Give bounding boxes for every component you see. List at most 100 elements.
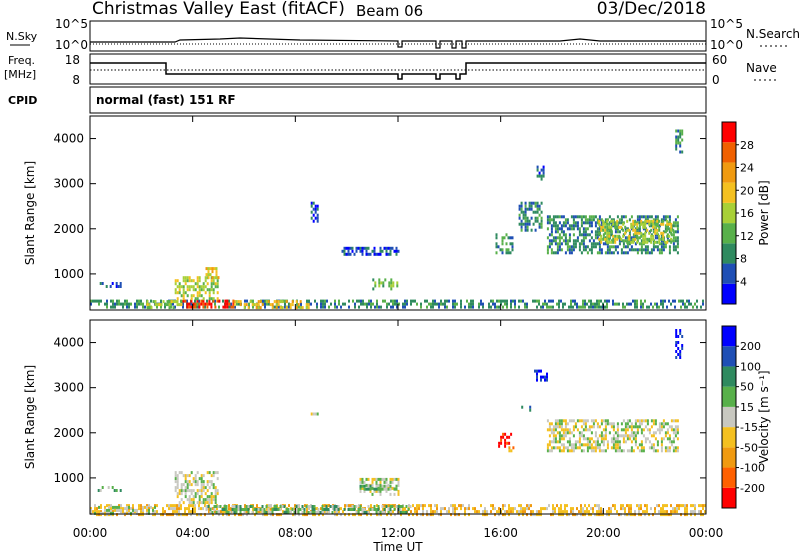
velocity-cell [399, 508, 402, 511]
velocity-cell [391, 505, 394, 508]
power-cell [600, 234, 603, 238]
power-cell [646, 305, 648, 309]
velocity-cell [353, 505, 356, 508]
velocity-cell [460, 504, 462, 508]
velocity-cell [186, 513, 188, 517]
power-cell [266, 302, 268, 306]
velocity-cell [610, 422, 613, 426]
power-cell [124, 302, 126, 306]
power-cell [700, 305, 702, 309]
velocity-cell [116, 505, 118, 509]
velocity-cell [650, 425, 653, 429]
power-cell [684, 305, 686, 309]
power-cell [552, 305, 554, 309]
colorbar-tick-label: -200 [740, 482, 765, 495]
power-cell [672, 228, 675, 232]
velocity-cell [303, 511, 306, 514]
velocity-cell [578, 440, 581, 444]
velocity-cell [263, 508, 266, 511]
velocity-cell [604, 428, 607, 432]
velocity-cell [394, 504, 396, 508]
power-cell [664, 215, 667, 219]
velocity-cell [307, 511, 310, 514]
velocity-cell [198, 513, 200, 517]
power-cell [376, 302, 378, 306]
velocity-cell [700, 510, 702, 514]
velocity-cell [576, 513, 578, 517]
velocity-cell [280, 513, 282, 517]
velocity-cell [600, 422, 603, 426]
power-cell [365, 246, 368, 250]
power-cell [524, 219, 527, 223]
velocity-cell [312, 412, 315, 416]
velocity-cell [672, 437, 675, 441]
velocity-cell [279, 505, 282, 508]
velocity-cell [340, 507, 342, 511]
velocity-cell [98, 513, 100, 517]
power-cell [507, 251, 510, 255]
velocity-cell [666, 446, 669, 450]
power-cell [372, 302, 374, 306]
power-cell [598, 215, 601, 219]
velocity-cell [301, 505, 304, 508]
power-cell [598, 222, 601, 226]
power-cell [646, 248, 649, 252]
power-cell [608, 299, 610, 303]
velocity-cell [624, 431, 627, 435]
velocity-cell [371, 483, 374, 487]
power-cell [224, 299, 227, 303]
velocity-cell [650, 443, 653, 447]
power-cell [594, 245, 597, 249]
power-cell [492, 302, 494, 306]
power-cell [614, 302, 616, 306]
velocity-cell [556, 431, 559, 435]
velocity-cell [646, 428, 649, 432]
power-cell [138, 302, 140, 306]
power-cell [192, 279, 195, 283]
power-region [182, 299, 235, 309]
velocity-cell [403, 511, 406, 514]
velocity-cell [668, 446, 671, 450]
power-cell [211, 276, 214, 280]
power-cell [626, 236, 629, 240]
velocity-cell [353, 508, 356, 511]
power-cell [312, 207, 315, 211]
velocity-cell [552, 510, 554, 514]
velocity-cell [414, 507, 416, 511]
power-cell [495, 236, 498, 240]
velocity-colorbar-frame [721, 325, 737, 509]
velocity-cell [273, 508, 276, 511]
power-cell [620, 225, 623, 229]
velocity-cell [115, 489, 118, 492]
velocity-cell [294, 513, 296, 517]
power-cell [252, 305, 254, 309]
velocity-cell [124, 507, 126, 511]
velocity-cell [624, 507, 626, 511]
power-cell [224, 305, 227, 309]
power-cell [542, 165, 545, 169]
velocity-cell [636, 446, 639, 450]
velocity-cell [702, 504, 704, 508]
velocity-cell [100, 511, 102, 515]
power-cell [680, 305, 682, 309]
velocity-cell [317, 508, 320, 511]
velocity-cell [664, 446, 667, 450]
velocity-cell [634, 425, 637, 429]
velocity-cell [604, 449, 607, 453]
power-cell [328, 305, 330, 309]
power-cell [560, 227, 563, 231]
velocity-cell [209, 508, 212, 511]
velocity-cell [650, 446, 653, 450]
power-cell [608, 251, 611, 255]
colorbar-tick-label: 12 [740, 230, 754, 243]
power-cell [538, 171, 541, 175]
velocity-cell [675, 329, 678, 332]
power-cell [586, 233, 589, 237]
power-cell [652, 305, 654, 309]
velocity-cell [510, 510, 512, 514]
velocity-cell [504, 504, 506, 508]
velocity-cell [116, 508, 118, 512]
power-cell [564, 233, 567, 237]
velocity-cell [578, 446, 581, 450]
velocity-cell [590, 443, 593, 447]
